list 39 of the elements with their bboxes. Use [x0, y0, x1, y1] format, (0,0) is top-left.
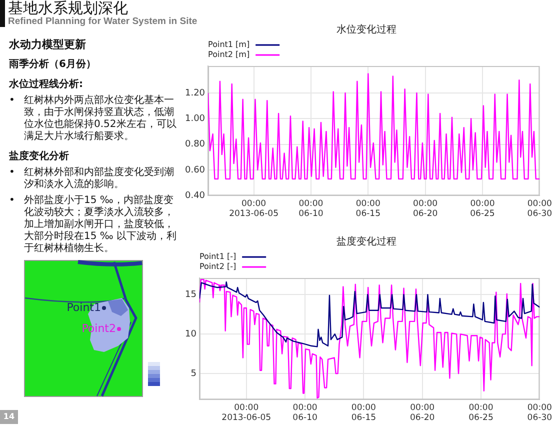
text: Refined Planning for Water System in Site: [8, 16, 198, 27]
legend-label: Point1 [-]: [199, 252, 236, 262]
text: •: [9, 95, 16, 108]
y-tick-label: 0.80: [184, 140, 206, 150]
text: •: [9, 195, 16, 208]
y-tick-label: 1.00: [184, 114, 206, 124]
x-tick-label: 00:00 2013-06-05: [222, 402, 272, 424]
x-tick-label: 00:00 06-25: [468, 402, 494, 424]
y-tick-label: 10: [185, 329, 197, 340]
text: 红树林外部和内部盐度变化受到潮汐和淡水入流的影响。: [24, 167, 175, 191]
text: 基地水系规划深化: [8, 0, 129, 17]
x-tick-label: 00:00 06-10: [298, 198, 324, 220]
x-tick-label: 00:00 06-15: [356, 198, 380, 220]
chart-title: 水位变化过程: [336, 24, 396, 36]
legend-label: Point1 [m]: [208, 40, 250, 50]
legend-label: Point2 [m]: [208, 50, 250, 60]
x-tick-label: 00:00 06-30: [527, 402, 552, 424]
y-tick-label: 0.40: [184, 190, 206, 201]
text: 外部盐度小于15 ‰，内部盐度变化波动较大；夏季淡水入流较多，加上增加副水闸开口，盐度较低，大部分时段在15 ‰ 以下波动，利于红树林植物生长。: [24, 195, 177, 255]
x-tick-label: 00:00 06-10: [292, 402, 318, 424]
chart-title: 盐度变化过程: [336, 236, 396, 248]
text: 盐度变化分析: [9, 151, 70, 163]
text: •: [9, 167, 16, 180]
y-tick-label: 0.60: [184, 165, 206, 176]
x-tick-label: 00:00 06-15: [351, 402, 376, 424]
x-tick-label: 00:00 06-20: [412, 198, 438, 220]
text: 14: [0, 410, 18, 424]
text: 红树林内外两点部水位变化基本一致，由于水闸保持竖直状态，低潮位水位也能保持0.52米左右，可以满足大片水域行船要求。: [24, 95, 177, 143]
text: 水位过程线分析:: [9, 79, 84, 91]
y-tick-label: 15: [185, 290, 196, 300]
legend-label: Point2 [-]: [199, 262, 236, 272]
x-tick-label: 00:00 2013-06-05: [229, 198, 278, 220]
y-tick-label: 1.20: [184, 88, 206, 98]
x-tick-label: 00:00 06-30: [527, 198, 552, 220]
y-tick-label: 5: [190, 368, 196, 379]
x-tick-label: 00:00 06-20: [410, 402, 435, 424]
text: 水动力模型更新: [9, 38, 87, 51]
x-tick-label: 00:00 06-25: [470, 198, 495, 220]
text: 雨季分析（6月份）: [9, 59, 97, 71]
